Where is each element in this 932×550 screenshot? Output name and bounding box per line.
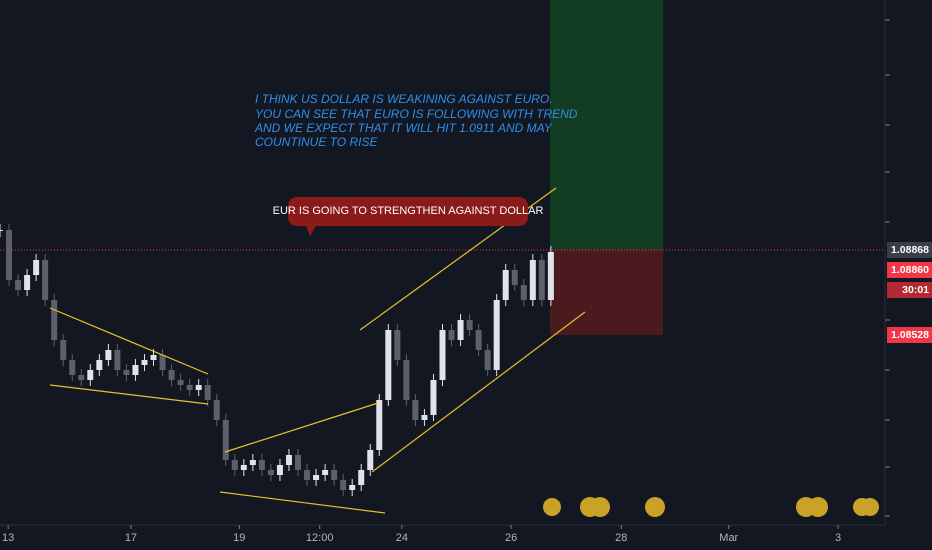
candle-body bbox=[258, 460, 265, 470]
candle-body bbox=[430, 380, 437, 415]
candle-body bbox=[51, 300, 58, 340]
annotation-line: YOU CAN SEE THAT EURO IS FOLLOWING WITH … bbox=[255, 107, 578, 121]
candle-body bbox=[240, 465, 247, 470]
annotation-line: AND WE EXPECT THAT IT WILL HIT 1.0911 AN… bbox=[254, 121, 553, 135]
price-label-box bbox=[887, 242, 932, 258]
candle-body bbox=[123, 370, 130, 375]
candle-body bbox=[42, 260, 49, 300]
price-label-box bbox=[887, 282, 932, 298]
price-label: 1.08860 bbox=[891, 264, 929, 276]
candle-body bbox=[394, 330, 401, 360]
candle-body bbox=[484, 350, 491, 370]
candle-body bbox=[304, 470, 311, 480]
candle-body bbox=[349, 485, 356, 490]
candle-body bbox=[150, 355, 157, 360]
candle-body bbox=[87, 370, 94, 380]
price-label: 30:01 bbox=[902, 284, 929, 296]
price-label-box bbox=[887, 262, 932, 278]
x-tick-label: 19 bbox=[233, 532, 245, 544]
x-tick-label: 17 bbox=[125, 532, 137, 544]
candle-body bbox=[159, 355, 166, 370]
candle-body bbox=[78, 375, 85, 380]
candle-body bbox=[213, 400, 220, 420]
candle-body bbox=[231, 460, 238, 470]
x-tick-label: Mar bbox=[719, 532, 738, 544]
candle-body bbox=[295, 455, 302, 470]
candle-body bbox=[313, 475, 320, 480]
callout-text: EUR IS GOING TO STRENGTHEN AGAINST DOLLA… bbox=[273, 205, 544, 217]
candle-body bbox=[448, 330, 455, 340]
candle-body bbox=[24, 275, 31, 290]
x-tick-label: 13 bbox=[2, 532, 14, 544]
candle-body bbox=[6, 230, 13, 280]
candle-body bbox=[15, 280, 22, 290]
annotation-line: COUNTINUE TO RISE bbox=[255, 135, 378, 149]
candle-body bbox=[60, 340, 67, 360]
candle-body bbox=[114, 350, 121, 370]
candle-body bbox=[529, 260, 536, 300]
candle-body bbox=[376, 400, 383, 450]
candle-body bbox=[421, 415, 428, 420]
event-icons bbox=[543, 497, 879, 517]
x-tick-label: 28 bbox=[615, 532, 627, 544]
candle-body bbox=[132, 365, 139, 375]
candle-body bbox=[249, 460, 256, 465]
callout-bubble bbox=[288, 197, 528, 236]
candle-body bbox=[168, 370, 175, 380]
x-tick-label: 3 bbox=[835, 532, 841, 544]
x-tick-label: 12:00 bbox=[306, 532, 334, 544]
candle-body bbox=[267, 470, 274, 475]
candle-body bbox=[96, 360, 103, 370]
candle-body bbox=[186, 385, 193, 390]
x-tick-label: 24 bbox=[396, 532, 408, 544]
candle-body bbox=[412, 400, 419, 420]
candle-body bbox=[195, 385, 202, 390]
annotation-line: I THINK US DOLLAR IS WEAKINING AGAINST E… bbox=[255, 92, 553, 106]
candle-body bbox=[340, 480, 347, 490]
candle-body bbox=[547, 252, 554, 300]
candle-body bbox=[331, 470, 338, 480]
candle-body bbox=[0, 230, 3, 231]
candle-body bbox=[538, 260, 545, 300]
candle-body bbox=[502, 270, 509, 300]
price-axis-ticks bbox=[885, 19, 890, 517]
target-zone bbox=[550, 0, 663, 250]
price-label: 1.08868 bbox=[891, 244, 929, 256]
candle-body bbox=[69, 360, 76, 375]
candle-body bbox=[367, 450, 374, 470]
x-tick-label: 26 bbox=[505, 532, 517, 544]
price-label-box bbox=[887, 327, 932, 343]
candle-body bbox=[457, 320, 464, 340]
candle-body bbox=[204, 385, 211, 400]
candle-body bbox=[466, 320, 473, 330]
candle-body bbox=[222, 420, 229, 460]
candle-body bbox=[475, 330, 482, 350]
candle-body bbox=[141, 360, 148, 365]
candle-body bbox=[177, 380, 184, 385]
candle-body bbox=[385, 330, 392, 400]
candle-body bbox=[511, 270, 518, 285]
candle-body bbox=[276, 465, 283, 475]
candle-body bbox=[439, 330, 446, 380]
candle-body bbox=[520, 285, 527, 300]
candle-body bbox=[403, 360, 410, 400]
stop-zone bbox=[550, 250, 663, 335]
candle-body bbox=[358, 470, 365, 485]
candle-body bbox=[493, 300, 500, 370]
candle-body bbox=[285, 455, 292, 465]
candle-body bbox=[33, 260, 40, 275]
candle-body bbox=[322, 470, 329, 475]
price-label: 1.08528 bbox=[891, 329, 929, 341]
candle-body bbox=[105, 350, 112, 360]
